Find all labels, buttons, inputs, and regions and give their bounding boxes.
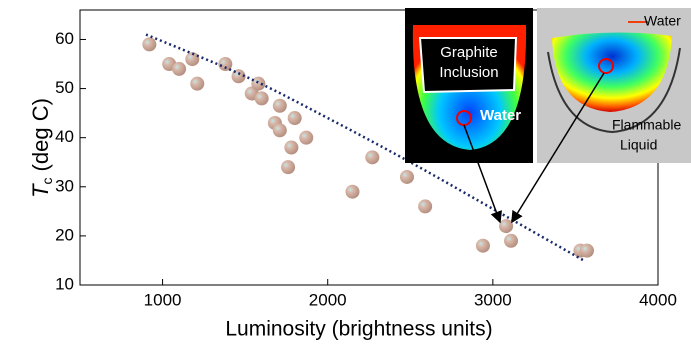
y-axis-label-unit: (deg C)	[28, 98, 53, 171]
inset-label: Liquid	[620, 137, 657, 153]
point	[400, 170, 414, 184]
y-axis-label-subscript: c	[39, 177, 55, 184]
y-tick-label: 50	[55, 78, 74, 97]
x-axis-label: Luminosity (brightness units)	[225, 318, 492, 341]
y-tick-label: 60	[55, 29, 74, 48]
y-tick-label: 40	[55, 127, 74, 146]
inset-label: Water	[480, 107, 521, 124]
y-tick-label: 20	[55, 225, 74, 244]
point	[288, 111, 302, 125]
x-tick-label: 2000	[309, 290, 347, 309]
point	[172, 62, 186, 76]
inset-label: Water	[644, 13, 681, 29]
x-tick-label: 1000	[144, 290, 182, 309]
point	[142, 37, 156, 51]
point	[190, 77, 204, 91]
y-axis-label: Tc(deg C)	[28, 98, 55, 198]
inset-2	[537, 8, 691, 163]
point	[255, 91, 269, 105]
point	[281, 160, 295, 174]
point	[580, 244, 594, 258]
point	[284, 141, 298, 155]
inset-label: Graphite	[440, 44, 498, 61]
point	[273, 99, 287, 113]
point	[476, 239, 490, 253]
point	[273, 123, 287, 137]
x-tick-label: 3000	[474, 290, 512, 309]
y-tick-label: 10	[55, 274, 74, 293]
point	[418, 199, 432, 213]
inset-label: Flammable	[612, 117, 681, 133]
point	[499, 219, 513, 233]
point	[299, 131, 313, 145]
point	[345, 185, 359, 199]
point	[504, 234, 518, 248]
x-tick-label: 4000	[639, 290, 677, 309]
chart: 1000 2000 3000 4000 10 20 30 40 50 60 Luminosity (…	[0, 0, 691, 345]
inset-label: Inclusion	[439, 64, 498, 81]
y-tick-label: 30	[55, 176, 74, 195]
point	[365, 150, 379, 164]
